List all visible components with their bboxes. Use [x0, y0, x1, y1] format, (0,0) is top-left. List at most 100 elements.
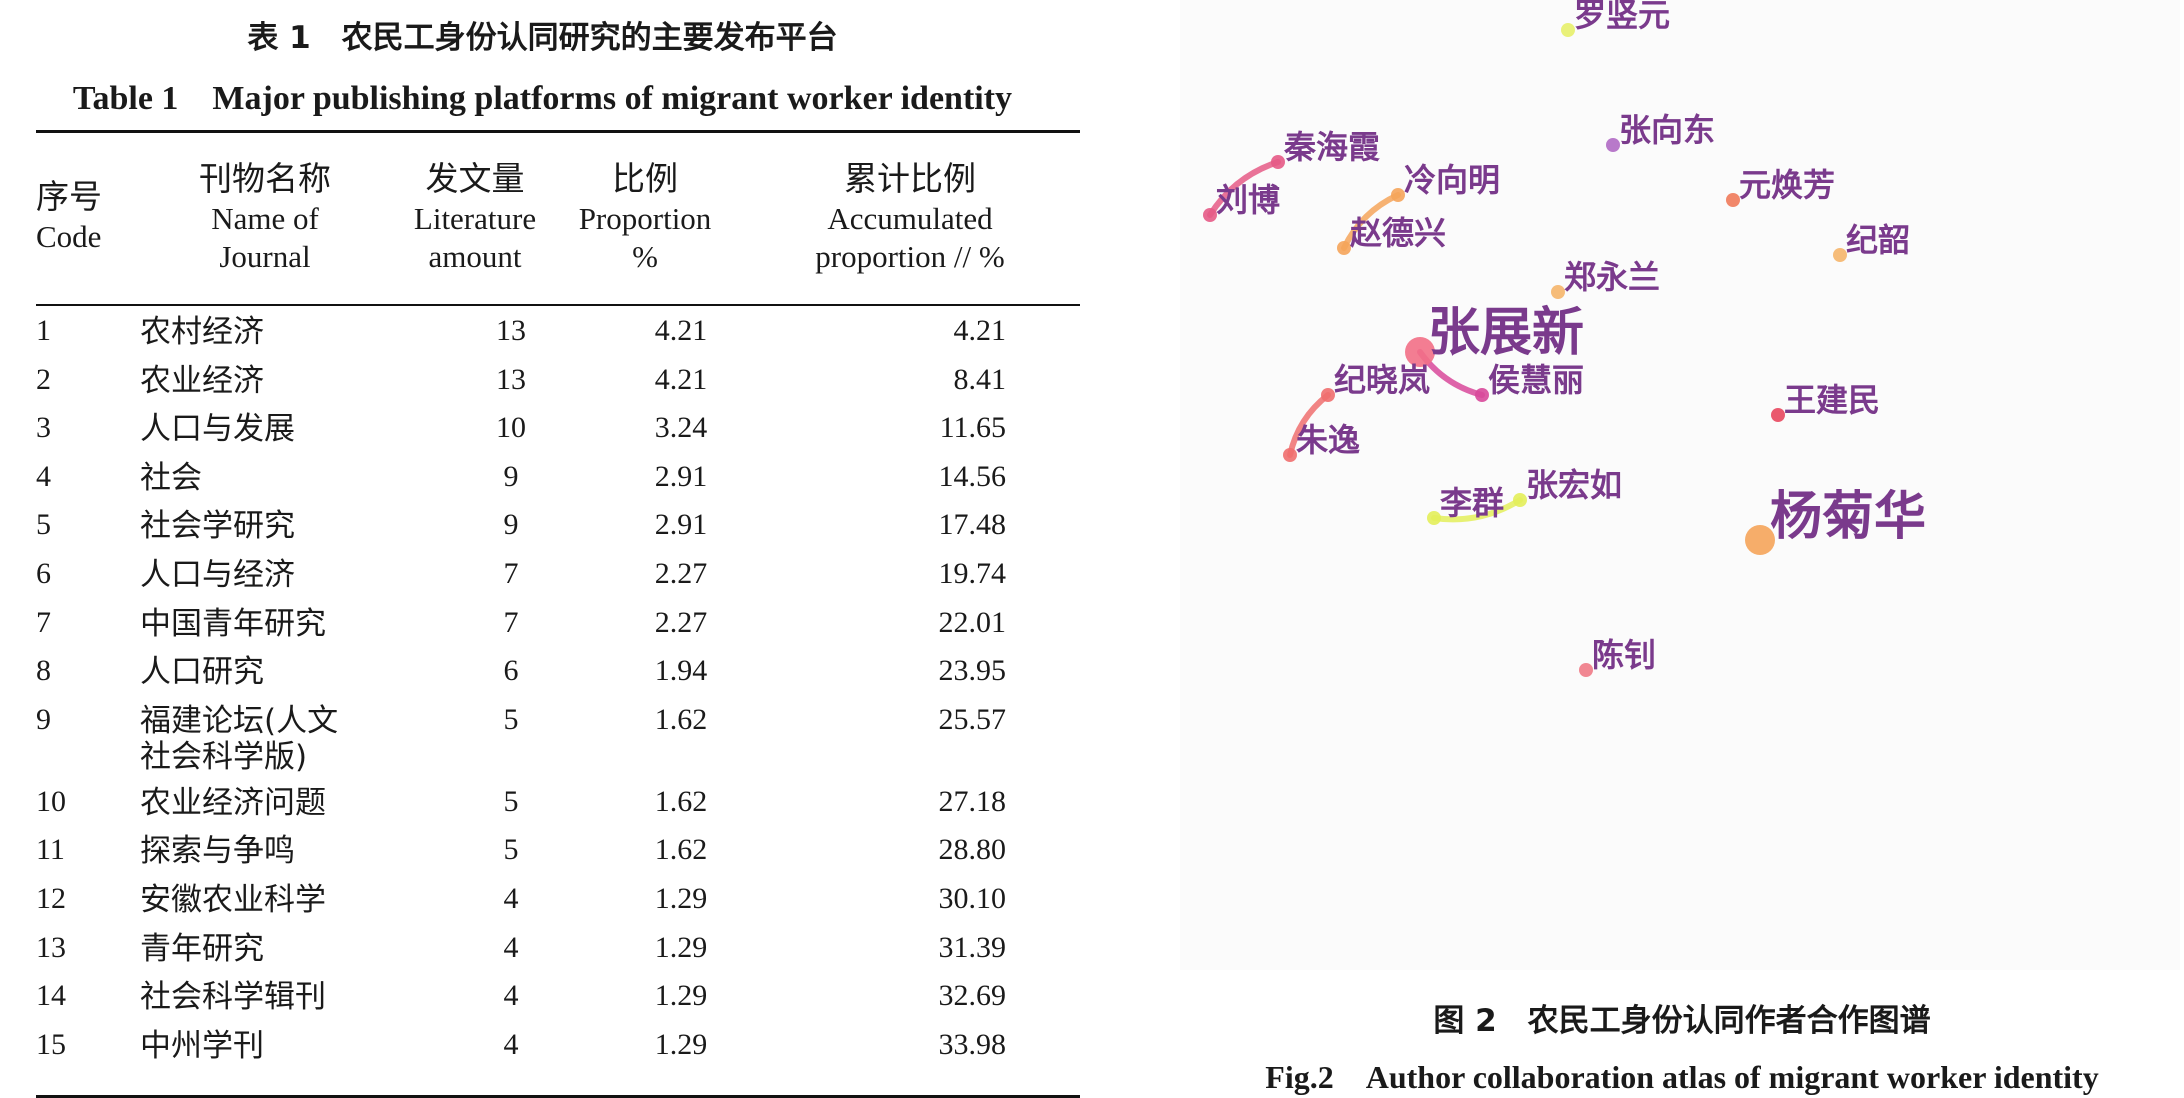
collaboration-link [1341, 192, 1401, 251]
cell-journal-name: 人口与发展 [140, 411, 295, 448]
author-label: 赵德兴 [1350, 214, 1446, 252]
cell-proportion: 1.29 [654, 930, 708, 964]
author-label: 王建民 [1784, 381, 1880, 419]
cell-code: 10 [36, 784, 66, 818]
table-row: 1 农村经济 13 4.21 4.21 [36, 310, 1080, 359]
cell-accumulated: 19.74 [938, 556, 1007, 590]
author-label: 纪晓岚 [1334, 361, 1430, 399]
author-node [1551, 285, 1565, 299]
cell-journal-name: 安徽农业科学 [140, 881, 326, 918]
cell-journal-name: 社会 [140, 459, 202, 496]
cell-code: 7 [36, 605, 51, 639]
cell-proportion: 2.91 [654, 508, 708, 542]
cell-amount: 4 [503, 930, 519, 964]
cell-proportion: 1.94 [654, 654, 708, 688]
collaboration-atlas: 罗竖元 张向东 秦海霞 刘博 冷向明 元焕芳 赵德兴 纪韶 郑永兰 张展新 纪晓岚 侯慧丽 王建民 朱逸李… [1180, 0, 2180, 970]
collaboration-link [1431, 497, 1523, 523]
author-label: 李群 [1440, 484, 1504, 522]
cell-code: 12 [36, 881, 66, 915]
author-label: 张宏如 [1526, 466, 1622, 504]
cell-code: 11 [36, 833, 65, 867]
cell-amount: 4 [503, 979, 519, 1013]
cell-proportion: 4.21 [654, 362, 708, 396]
author-node [1745, 525, 1775, 555]
cell-amount: 10 [496, 411, 526, 445]
cell-journal-name: 中州学刊 [140, 1027, 264, 1064]
cell-code: 8 [36, 654, 51, 688]
cell-proportion: 1.62 [654, 784, 708, 818]
figure-caption-zh: 图 2 农民工身份认同作者合作图谱 [1433, 1003, 1931, 1039]
cell-amount: 5 [503, 702, 519, 736]
cell-journal-name: 探索与争鸣 [140, 833, 295, 870]
table-row: 11 探索与争鸣 5 1.62 28.80 [36, 829, 1080, 878]
author-label: 秦海霞 [1283, 128, 1380, 166]
cell-accumulated: 25.57 [938, 702, 1007, 736]
table-panel: 表 1 农民工身份认同研究的主要发布平台 Table 1 Major publi… [0, 0, 1085, 1098]
cell-journal-name: 农村经济 [140, 314, 264, 350]
cell-journal-name: 农业经济问题 [140, 784, 326, 821]
cell-journal-name: 社会科学辑刊 [140, 979, 326, 1016]
author-node [1427, 511, 1441, 525]
cell-proportion: 1.62 [654, 702, 708, 736]
author-node [1337, 241, 1351, 255]
table-row: 14 社会科学辑刊 4 1.29 32.69 [36, 975, 1080, 1024]
cell-accumulated: 28.80 [938, 833, 1007, 867]
cell-code: 15 [36, 1027, 66, 1061]
author-node [1513, 493, 1527, 507]
author-node [1203, 208, 1217, 222]
table-caption-en: Table 1 Major publishing platforms of mi… [72, 80, 1013, 117]
author-label: 元焕芳 [1739, 166, 1835, 204]
author-label: 陈钊 [1592, 636, 1656, 674]
table-row: 9 福建论坛(人文 社会科学版) 5 1.62 25.57 [36, 699, 1080, 781]
table-row: 10 农业经济问题 5 1.62 27.18 [36, 781, 1080, 830]
cell-amount: 9 [503, 459, 519, 493]
author-label: 张展新 [1428, 303, 1584, 363]
cell-code: 5 [36, 508, 51, 542]
table-top-rule [36, 130, 1080, 133]
cell-proportion: 2.91 [654, 459, 708, 493]
figure-caption-en: Fig.2 Author collaboration atlas of migr… [1265, 1059, 2099, 1095]
table-header-rule [36, 304, 1080, 306]
author-node [1726, 193, 1740, 207]
cell-journal-name: 人口研究 [140, 654, 264, 691]
cell-proportion: 1.62 [654, 833, 708, 867]
header-code: 序号 Code [36, 177, 102, 255]
cell-accumulated: 23.95 [938, 654, 1007, 688]
cell-proportion: 1.29 [654, 1027, 708, 1061]
table-row: 8 人口研究 6 1.94 23.95 [36, 650, 1080, 699]
cell-journal-name: 中国青年研究 [140, 605, 326, 642]
author-node [1771, 408, 1785, 422]
cell-journal-name: 人口与经济 [140, 556, 295, 593]
table-row: 15 中州学刊 4 1.29 33.98 [36, 1024, 1080, 1073]
author-node [1271, 155, 1285, 169]
table-row: 12 安徽农业科学 4 1.29 30.10 [36, 878, 1080, 927]
author-node [1405, 337, 1435, 367]
author-node [1579, 663, 1593, 677]
cell-amount: 6 [503, 654, 519, 688]
author-node [1606, 138, 1620, 152]
author-node [1475, 388, 1489, 402]
cell-accumulated: 33.98 [938, 1027, 1007, 1061]
table-row: 2 农业经济 13 4.21 8.41 [36, 359, 1080, 408]
cell-code: 3 [36, 411, 51, 445]
cell-code: 2 [36, 362, 51, 396]
cell-accumulated: 17.48 [938, 508, 1007, 542]
author-label: 刘博 [1216, 181, 1280, 219]
cell-code: 13 [36, 930, 66, 964]
author-label: 郑永兰 [1564, 258, 1660, 296]
cell-amount: 9 [503, 508, 519, 542]
cell-journal-name: 青年研究 [140, 930, 264, 967]
cell-amount: 13 [496, 362, 526, 396]
cell-proportion: 1.29 [654, 979, 708, 1013]
author-label: 朱逸 [1296, 421, 1360, 459]
cell-proportion: 4.21 [654, 314, 708, 347]
cell-accumulated: 32.69 [938, 979, 1007, 1013]
header-proportion: 比例 Proportion % [578, 159, 712, 275]
author-node [1833, 248, 1847, 262]
cell-accumulated: 14.56 [938, 459, 1007, 493]
collaboration-link [1207, 159, 1281, 218]
author-label: 杨菊华 [1770, 487, 1926, 547]
cell-proportion: 2.27 [654, 556, 708, 590]
cell-amount: 4 [503, 881, 519, 915]
